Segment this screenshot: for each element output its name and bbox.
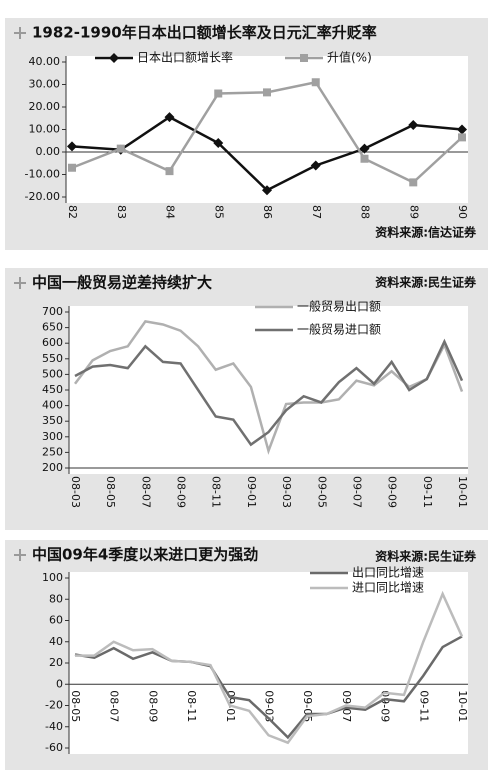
cross-icons bbox=[14, 27, 26, 561]
y-tick-label: 200 bbox=[42, 461, 63, 474]
x-tick-label: 90 bbox=[456, 205, 469, 219]
y-tick-label: -40 bbox=[45, 720, 63, 733]
y-tick-label: 350 bbox=[42, 414, 63, 427]
x-tick-label: 87 bbox=[310, 205, 323, 219]
x-tick-label: 08-03 bbox=[69, 476, 82, 508]
marker bbox=[165, 167, 174, 176]
x-tick-label: 09-07 bbox=[350, 476, 363, 508]
chart-title: 中国一般贸易逆差持续扩大 bbox=[32, 274, 212, 292]
x-tick-label: 89 bbox=[407, 205, 420, 219]
x-tick-label: 08-05 bbox=[104, 476, 117, 508]
legend-marker bbox=[300, 54, 308, 62]
legend-label: 进口同比增速 bbox=[352, 581, 424, 595]
marker bbox=[359, 143, 370, 154]
plot-area bbox=[69, 572, 468, 754]
marker bbox=[458, 133, 466, 142]
legend-label: 一般贸易进口额 bbox=[297, 322, 381, 337]
legend-label: 日本出口额增长率 bbox=[137, 50, 233, 65]
series-line bbox=[74, 338, 464, 447]
x-tick-label: 10-01 bbox=[456, 476, 469, 508]
legend-label: 一般贸易出口额 bbox=[297, 299, 381, 314]
y-tick-label: 400 bbox=[42, 399, 63, 412]
y-tick-label: -60 bbox=[45, 741, 63, 754]
source: 资料来源:民生证券 bbox=[375, 275, 477, 290]
y-tick-label: -20 bbox=[45, 699, 63, 712]
legend-label: 出口同比增速 bbox=[352, 566, 424, 580]
marker bbox=[213, 138, 224, 148]
legend-marker bbox=[109, 53, 119, 63]
x-tick-label: 08-07 bbox=[108, 690, 121, 722]
x-tick-label: 08-09 bbox=[146, 690, 159, 722]
x-tick-label: 83 bbox=[115, 205, 128, 219]
marker bbox=[67, 141, 77, 152]
y-tick-label: 0 bbox=[56, 677, 63, 690]
x-tick-label: 86 bbox=[261, 205, 274, 219]
marker bbox=[164, 112, 175, 123]
x-tick-label: 08-11 bbox=[185, 690, 198, 722]
marker bbox=[68, 163, 76, 172]
y-tick-label: 20 bbox=[49, 656, 63, 669]
source: 资料来源:民生证券 bbox=[375, 549, 477, 564]
y-tick-label: 100 bbox=[42, 571, 63, 584]
y-tick-label: 0.00 bbox=[36, 145, 61, 158]
y-tick-label: 550 bbox=[42, 352, 63, 365]
x-tick-label: 08-05 bbox=[69, 690, 82, 722]
x-tick-label: 09-01 bbox=[245, 476, 258, 508]
marker bbox=[360, 154, 369, 163]
x-tick-label: 88 bbox=[359, 205, 372, 219]
y-tick-label: 40.00 bbox=[29, 55, 61, 68]
y-tick-label: 700 bbox=[42, 305, 63, 318]
y-tick-label: 600 bbox=[42, 336, 63, 349]
chart-title: 1982-1990年日本出口额增长率及日元汇率升贬率 bbox=[32, 24, 377, 42]
x-tick-label: 09-09 bbox=[379, 690, 392, 722]
series-line bbox=[74, 319, 464, 455]
x-tick-label: 82 bbox=[66, 205, 79, 219]
marker bbox=[116, 144, 125, 153]
source: 资料来源:信达证券 bbox=[375, 225, 477, 240]
marker bbox=[408, 120, 419, 130]
y-tick-label: 30.00 bbox=[29, 78, 61, 91]
marker bbox=[214, 89, 223, 98]
x-tick-label: 08-07 bbox=[139, 476, 152, 508]
x-tick-label: 09-11 bbox=[417, 690, 430, 722]
y-tick-label: 500 bbox=[42, 367, 63, 380]
x-tick-label: 09-11 bbox=[421, 476, 434, 508]
marker bbox=[263, 88, 271, 97]
y-tick-label: 60 bbox=[49, 614, 63, 627]
marker bbox=[409, 178, 418, 187]
x-tick-label: 10-01 bbox=[456, 690, 469, 722]
y-tick-label: 40 bbox=[49, 635, 63, 648]
y-tick-label: 250 bbox=[42, 445, 63, 458]
y-tick-label: 300 bbox=[42, 430, 63, 443]
x-tick-label: 08-09 bbox=[175, 476, 188, 508]
series-line bbox=[75, 590, 464, 745]
y-tick-label: -10.00 bbox=[25, 168, 60, 181]
marker bbox=[457, 124, 467, 135]
y-tick-label: 10.00 bbox=[29, 123, 61, 136]
x-tick-label: 85 bbox=[212, 205, 225, 219]
marker bbox=[310, 160, 321, 171]
x-tick-label: 09-03 bbox=[280, 476, 293, 508]
plot-area bbox=[66, 56, 468, 203]
y-tick-label: 80 bbox=[49, 592, 63, 605]
y-tick-label: 650 bbox=[42, 321, 63, 334]
y-tick-label: -20.00 bbox=[25, 190, 60, 203]
chart-title: 中国09年4季度以来进口更为强劲 bbox=[32, 546, 258, 564]
x-tick-label: 09-09 bbox=[386, 476, 399, 508]
y-tick-label: 450 bbox=[42, 383, 63, 396]
series-line bbox=[74, 635, 463, 740]
x-tick-label: 09-05 bbox=[315, 476, 328, 508]
x-tick-label: 84 bbox=[164, 205, 177, 219]
x-tick-label: 08-11 bbox=[210, 476, 223, 508]
marker bbox=[311, 78, 320, 87]
y-tick-label: 20.00 bbox=[29, 100, 61, 113]
legend-label: 升值(%) bbox=[327, 50, 372, 65]
marker bbox=[262, 185, 272, 196]
